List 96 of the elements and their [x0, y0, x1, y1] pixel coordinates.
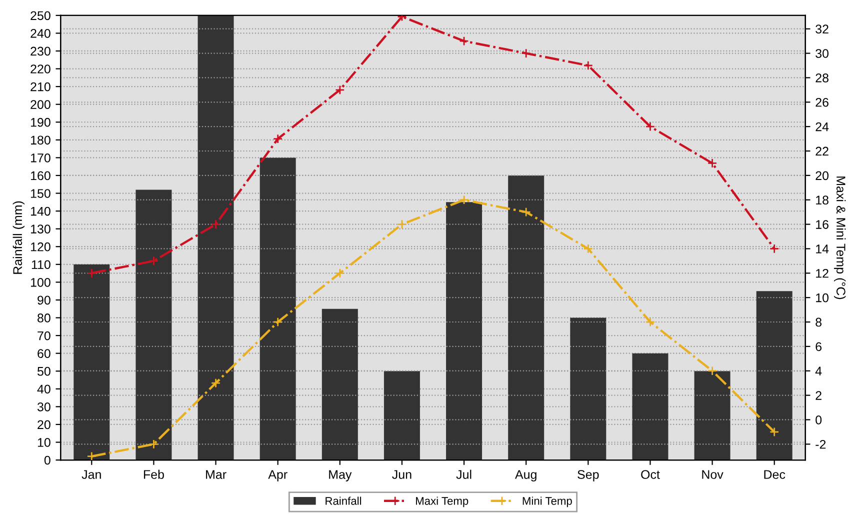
point	[86, 452, 97, 460]
y2-tick-label: 24	[816, 122, 829, 132]
y-tick-label: 230	[30, 46, 50, 56]
point	[707, 366, 718, 376]
x-tick-label: Jan	[82, 470, 101, 479]
point	[459, 195, 469, 205]
y-tick-label: 10	[38, 438, 50, 447]
point	[521, 207, 531, 217]
point	[335, 268, 345, 278]
point	[707, 158, 718, 168]
y-tick-label: 250	[30, 11, 50, 20]
y2-tick-label: 26	[816, 98, 828, 107]
y-tick-label: 190	[30, 118, 50, 127]
x-tick-label: Dec	[764, 470, 786, 479]
point	[210, 219, 221, 230]
y-tick-label: 140	[30, 206, 50, 216]
point	[335, 85, 345, 95]
bar	[198, 15, 234, 460]
bar	[756, 291, 792, 460]
y-tick-label: 80	[38, 314, 50, 322]
point	[397, 219, 407, 230]
point	[459, 36, 469, 46]
y-tick-label: 240	[30, 29, 50, 38]
y-tick-label: 30	[37, 402, 50, 412]
y2-tick-label: 12	[816, 268, 828, 278]
y2-tick-label: 16	[816, 220, 828, 229]
point	[86, 268, 97, 278]
y2-tick-label: 22	[816, 146, 828, 156]
y-tick-label: 180	[30, 136, 50, 145]
y2-tick-label: 6	[816, 342, 822, 352]
bar	[570, 318, 606, 460]
point	[148, 439, 159, 450]
y2-tick-label: 28	[816, 74, 828, 82]
y2-tick-label: 14	[816, 244, 829, 254]
point	[769, 427, 780, 437]
bar	[74, 264, 110, 460]
y-tick-label: 210	[30, 82, 50, 92]
bar	[446, 202, 482, 460]
y-tick-label: 90	[38, 296, 50, 305]
y2-tick-label: 20	[816, 171, 829, 180]
y-tick-label: 40	[37, 384, 50, 394]
y-tick-label: 110	[32, 260, 50, 270]
y2-tick-label: 10	[816, 293, 829, 302]
y2-tick-label: 4	[815, 366, 822, 376]
x-tick-label: Apr	[268, 470, 288, 482]
y2-tick-label: 0	[816, 416, 822, 424]
y-tick-label: 120	[30, 242, 50, 252]
bar	[694, 371, 730, 460]
point	[148, 256, 159, 266]
y-axis-title: Rainfall (mm)	[12, 201, 24, 274]
y-tick-label: 200	[30, 100, 50, 109]
bar	[260, 158, 296, 460]
y2-tick-label: 2	[816, 391, 822, 400]
legend-label: Rainfall	[326, 496, 362, 505]
y-tick-label: 130	[30, 224, 50, 234]
y2-tick-label: 30	[816, 49, 829, 58]
x-tick-label: Oct	[641, 470, 660, 479]
bar	[384, 371, 420, 460]
point	[272, 134, 283, 144]
y-tick-label: 220	[30, 64, 50, 74]
y2-tick-label: 18	[816, 196, 828, 205]
point	[521, 48, 531, 58]
bar	[632, 353, 668, 460]
y2-tick-label: 32	[816, 24, 828, 34]
point	[769, 244, 780, 254]
bar	[508, 175, 544, 460]
y-tick-label: 100	[30, 278, 50, 287]
point	[272, 317, 283, 327]
y-tick-label: 160	[30, 171, 50, 180]
y2-tick-label: -2	[816, 440, 826, 449]
y-tick-label: 0	[44, 456, 50, 465]
point	[645, 317, 656, 327]
y-tick-label: 60	[38, 349, 50, 358]
point	[583, 60, 594, 70]
x-tick-label: Jul	[456, 470, 472, 479]
x-tick-label: Mar	[206, 470, 226, 479]
x-tick-label: Feb	[144, 470, 164, 479]
y-tick-label: 20	[38, 420, 50, 430]
bar	[136, 190, 172, 460]
point	[583, 244, 594, 254]
y2-axis-title: Maxi & Mini Temp (°C)	[834, 176, 846, 300]
point	[645, 122, 656, 132]
y-tick-label: 50	[37, 366, 50, 376]
y2-tick-label: 8	[816, 318, 822, 327]
y-tick-label: 170	[30, 153, 50, 162]
bar	[322, 308, 358, 460]
x-tick-label: Nov	[702, 470, 724, 479]
point	[210, 378, 221, 388]
x-tick-label: Sep	[578, 470, 599, 482]
x-tick-label: Aug	[515, 470, 536, 482]
x-tick-label: May	[329, 470, 352, 482]
x-tick-label: Jun	[392, 470, 412, 479]
y-tick-label: 70	[38, 331, 50, 340]
legend-label: Mini Temp	[522, 496, 572, 508]
legend-label: Maxi Temp	[416, 496, 468, 508]
y-tick-label: 150	[30, 189, 50, 198]
